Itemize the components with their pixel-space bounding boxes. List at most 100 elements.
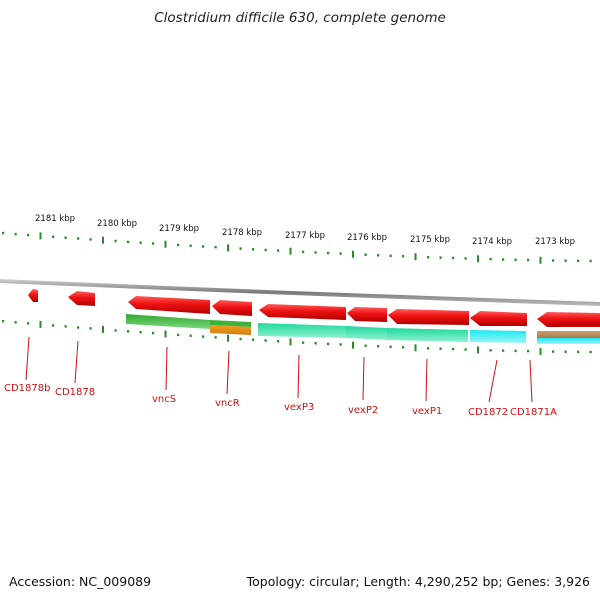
minor-tick: [427, 347, 430, 350]
minor-tick: [452, 256, 455, 260]
minor-tick: [439, 256, 442, 259]
band-vexp3: [258, 323, 346, 338]
major-tick: [414, 344, 417, 352]
leader-line: [488, 359, 498, 403]
leader-line: [165, 346, 168, 391]
ruler-label: 2181 kbp: [35, 214, 75, 224]
minor-tick: [77, 237, 80, 240]
band-vncs: [126, 314, 210, 329]
minor-tick: [264, 339, 267, 342]
major-tick: [164, 240, 167, 248]
major-tick: [352, 341, 354, 349]
major-tick: [227, 244, 229, 252]
minor-tick: [577, 259, 580, 262]
major-tick: [414, 253, 417, 261]
major-tick: [477, 255, 479, 263]
major-tick: [289, 338, 292, 346]
minor-tick: [64, 236, 67, 239]
ruler-label: 2173 kbp: [535, 237, 575, 247]
leader-line: [425, 358, 428, 402]
minor-tick: [239, 337, 242, 341]
major-tick: [227, 334, 229, 342]
minor-tick: [89, 238, 92, 241]
minor-tick: [52, 235, 55, 238]
minor-tick: [114, 239, 117, 243]
major-tick: [39, 320, 42, 328]
minor-tick: [214, 336, 217, 339]
minor-tick: [514, 349, 517, 353]
minor-tick: [389, 345, 392, 348]
leader-line: [25, 336, 30, 381]
minor-tick: [527, 258, 530, 262]
ruler-label: 2180 kbp: [97, 219, 137, 229]
gene-label-vexp1: vexP1: [412, 406, 442, 417]
minor-tick: [464, 348, 467, 351]
minor-tick: [89, 327, 92, 330]
minor-tick: [252, 248, 255, 251]
major-tick: [164, 330, 167, 338]
minor-tick: [589, 350, 592, 354]
gene-arrow-cd1872: [470, 311, 527, 326]
gene-arrow-cd1878b: [28, 289, 38, 302]
gene-label-vncr: vncR: [215, 398, 240, 409]
gene-label-cd1878: CD1878: [55, 387, 95, 398]
leader-line: [297, 354, 300, 399]
minor-tick: [514, 258, 517, 261]
gene-arrow-vncr: [212, 300, 252, 316]
gene-label-vncs: vncS: [152, 394, 176, 405]
gene-arrow-vexp3: [259, 304, 346, 320]
minor-tick: [152, 331, 155, 335]
minor-tick: [202, 335, 205, 338]
minor-tick: [252, 338, 255, 341]
feature-bands: [126, 314, 600, 344]
lower-tick-row: [2, 320, 592, 355]
ruler-label: 2174 kbp: [472, 237, 512, 247]
minor-tick: [327, 251, 330, 255]
minor-tick: [552, 259, 555, 262]
band-vexp2: [346, 326, 387, 340]
ruler-label: 2176 kbp: [347, 233, 387, 243]
minor-tick: [489, 257, 492, 261]
minor-tick: [14, 321, 17, 324]
ruler-label: 2175 kbp: [410, 235, 450, 245]
minor-tick: [339, 252, 342, 255]
minor-tick: [552, 350, 555, 353]
minor-tick: [564, 350, 567, 353]
gene-labels: CD1878b CD1878 vncS vncR vexP3 vexP2 vex…: [4, 383, 557, 418]
major-tick: [289, 247, 292, 255]
gene-label-cd1878b: CD1878b: [4, 383, 50, 394]
minor-tick: [577, 350, 580, 354]
ruler-labels: 2181 kbp 2180 kbp 2179 kbp 2178 kbp 2177…: [35, 214, 575, 247]
major-tick: [477, 346, 479, 354]
minor-tick: [364, 253, 367, 256]
minor-tick: [189, 244, 192, 247]
minor-tick: [27, 322, 30, 325]
major-tick: [39, 232, 42, 240]
label-leaders: [25, 336, 533, 403]
minor-tick: [464, 257, 467, 260]
minor-tick: [114, 329, 117, 332]
upper-tick-row: [2, 231, 592, 264]
minor-tick: [389, 254, 392, 257]
minor-tick: [277, 249, 280, 252]
minor-tick: [314, 251, 317, 254]
minor-tick: [239, 247, 242, 250]
minor-tick: [127, 240, 130, 244]
minor-tick: [139, 241, 142, 244]
minor-tick: [564, 259, 567, 262]
minor-tick: [314, 342, 317, 345]
minor-tick: [77, 326, 80, 329]
minor-tick: [402, 255, 405, 258]
minor-tick: [27, 233, 30, 237]
minor-tick: [377, 254, 380, 257]
band-vexp1: [387, 328, 468, 342]
minor-tick: [64, 325, 67, 328]
minor-tick: [14, 232, 17, 236]
gene-arrows: [28, 289, 600, 327]
minor-tick: [2, 231, 5, 235]
leader-line: [362, 356, 365, 401]
minor-tick: [452, 347, 455, 351]
major-tick: [102, 236, 104, 244]
